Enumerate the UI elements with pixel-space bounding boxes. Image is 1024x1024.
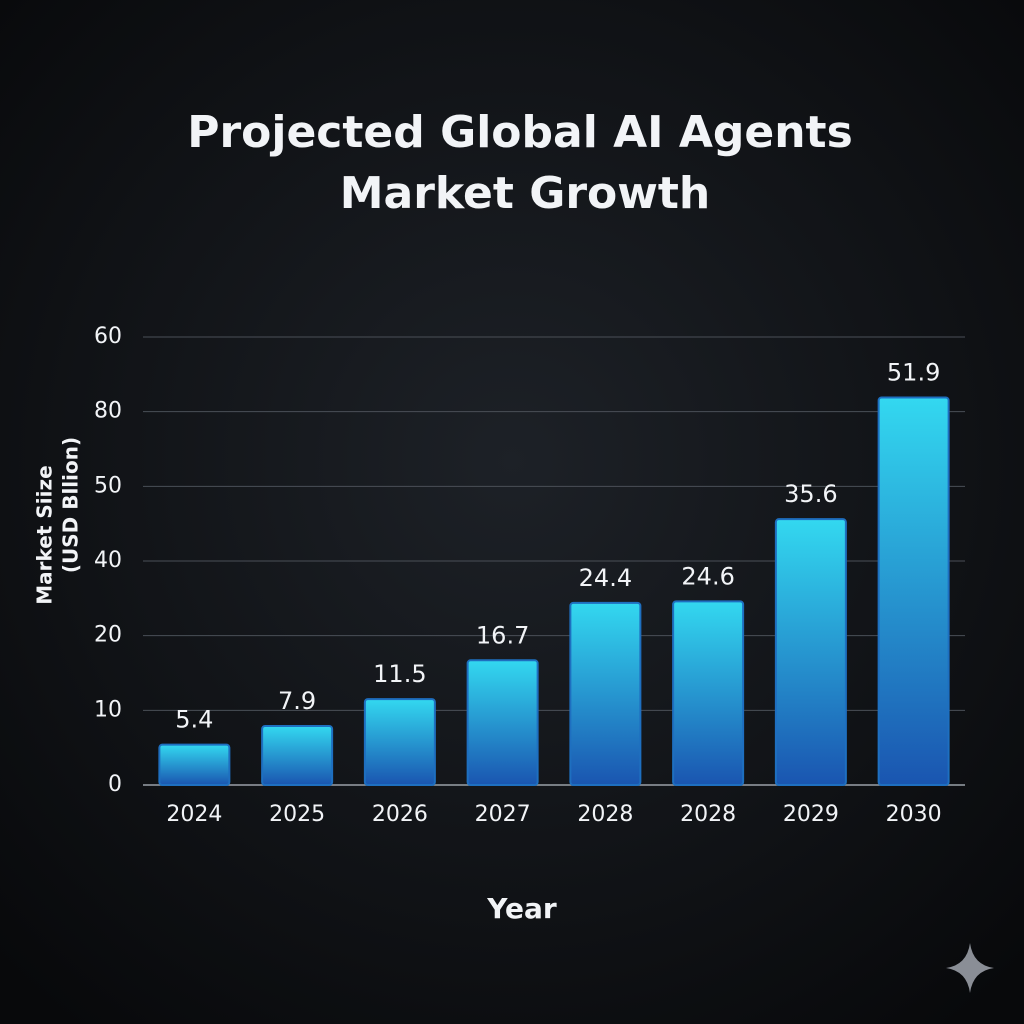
y-axis-label-line: Market Siize [33, 465, 57, 604]
bar [158, 743, 231, 786]
x-tick-label: 2028 [577, 802, 633, 827]
value-label: 16.7 [476, 621, 529, 649]
x-tick-label: 2025 [269, 802, 325, 827]
y-axis-label-line: (USD Bllion) [59, 437, 83, 573]
sparkle-icon [946, 943, 994, 993]
value-label: 7.9 [278, 687, 316, 715]
value-label: 24.6 [681, 562, 734, 590]
chart-title: Projected Global AI Agents [187, 107, 853, 158]
bar [466, 659, 539, 786]
y-tick-label: 80 [94, 399, 122, 424]
x-tick-label: 2030 [886, 802, 942, 827]
value-label: 24.4 [579, 564, 632, 592]
y-tick-label: 0 [108, 772, 122, 797]
x-tick-label: 2029 [783, 802, 839, 827]
x-tick-label: 2028 [680, 802, 736, 827]
bar [261, 725, 334, 786]
bar [569, 601, 642, 787]
x-axis-label: Year [486, 892, 557, 925]
value-label: 11.5 [373, 660, 426, 688]
value-label: 51.9 [887, 358, 940, 386]
value-label: 35.6 [784, 480, 837, 508]
y-axis-label: Market Siize (USD Bllion) [33, 437, 83, 605]
value-label: 5.4 [175, 706, 213, 734]
bar [877, 396, 950, 786]
y-tick-label: 20 [94, 623, 122, 648]
bar [363, 698, 436, 787]
y-tick-label: 10 [94, 697, 122, 722]
x-tick-label: 2024 [166, 802, 222, 827]
x-tick-label: 2027 [475, 802, 531, 827]
y-tick-label: 40 [94, 548, 122, 573]
chart-title: Market Growth [340, 168, 711, 219]
y-tick-label: 60 [94, 324, 122, 349]
y-tick-label: 50 [94, 473, 122, 498]
bar [774, 518, 847, 786]
bar [672, 600, 745, 786]
x-tick-label: 2026 [372, 802, 428, 827]
